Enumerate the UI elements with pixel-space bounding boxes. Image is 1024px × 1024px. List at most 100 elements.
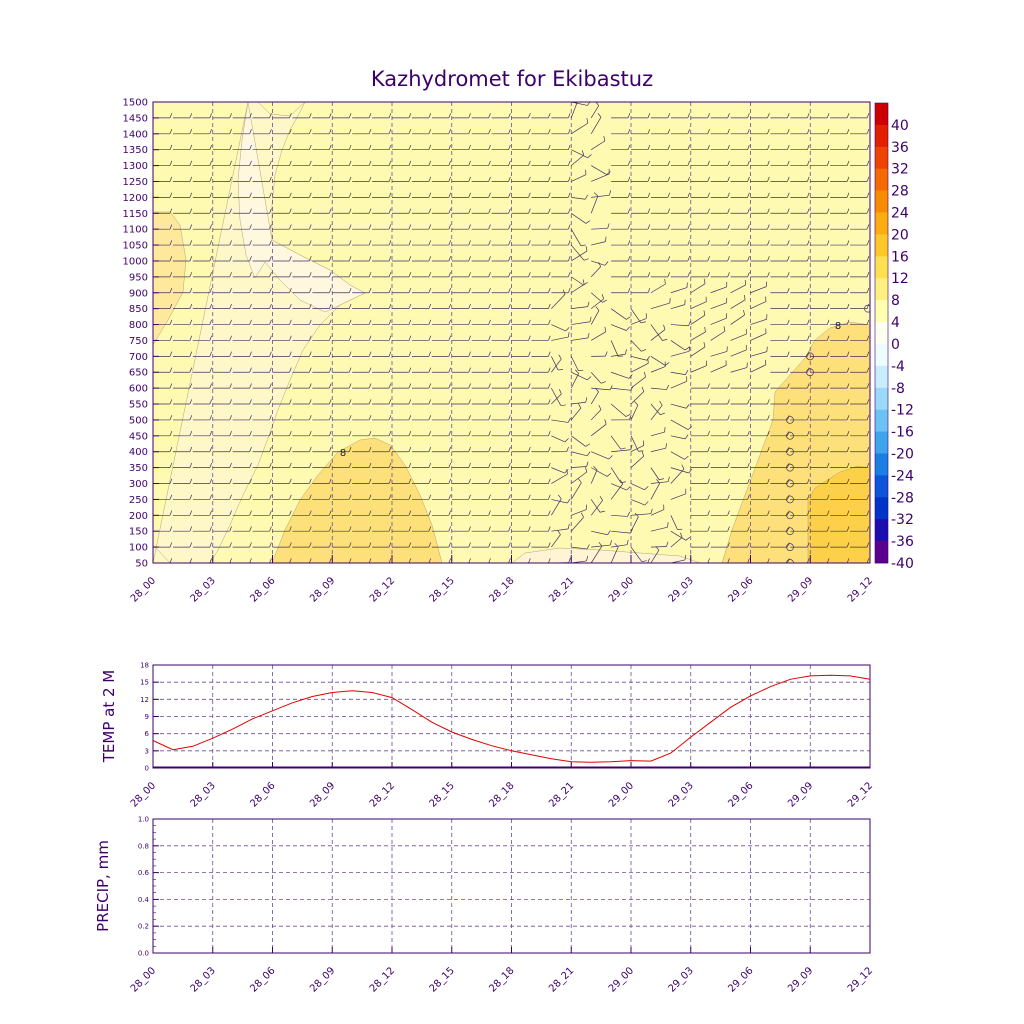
wind-barb-feather — [743, 294, 746, 300]
wind-barb-feather — [707, 256, 710, 262]
wind-barb-feather — [767, 160, 770, 166]
y-tick-label: 50 — [135, 559, 148, 570]
wind-barb-feather — [189, 319, 193, 325]
wind-barb-feather — [826, 256, 830, 262]
wind-barb-feather — [189, 272, 193, 277]
wind-barb-shaft — [670, 515, 678, 530]
wind-barb-feather — [368, 494, 372, 500]
wind-barb-feather — [627, 129, 631, 134]
wind-barb-feather — [747, 192, 750, 198]
wind-barb-feather — [707, 224, 710, 230]
wind-barb-feather — [448, 129, 451, 134]
wind-barb-feather — [787, 494, 790, 500]
wind-barb-feather — [309, 367, 312, 373]
wind-barb-feather — [593, 466, 598, 471]
wind-barb-shaft — [690, 331, 706, 341]
wind-barb-feather — [428, 208, 432, 214]
wind-barb-feather — [866, 446, 870, 452]
wind-barb-feather — [348, 351, 352, 357]
wind-barb-feather — [189, 256, 193, 262]
wind-barb-feather — [508, 287, 511, 293]
wind-barb-shaft — [571, 401, 586, 405]
wind-barb-feather — [448, 542, 451, 548]
wind-barb-feather — [548, 272, 551, 277]
wind-barb-feather — [348, 176, 352, 182]
wind-barb-feather — [468, 240, 471, 246]
wind-barb-feather — [448, 335, 451, 341]
y-tick-label: 1200 — [123, 193, 148, 204]
wind-barb-feather — [348, 431, 352, 436]
wind-barb-feather — [468, 431, 471, 436]
wind-barb-feather — [209, 399, 212, 405]
y-tick-label: 12 — [140, 696, 149, 704]
wind-barb-feather — [609, 540, 612, 546]
wind-barb-feather — [289, 192, 292, 198]
wind-barb-feather — [767, 102, 768, 103]
wind-barb-feather — [846, 351, 850, 357]
wind-barb-feather — [626, 539, 629, 545]
wind-barb-feather — [600, 381, 606, 384]
wind-barb-shaft — [571, 466, 587, 468]
wind-barb-feather — [448, 494, 451, 500]
wind-barb-feather — [169, 462, 173, 468]
wind-barb-feather — [269, 256, 272, 262]
wind-barb-feather — [229, 478, 232, 484]
wind-barb-feather — [767, 144, 770, 150]
wind-barb-shaft — [570, 356, 579, 371]
wind-barb-feather — [508, 224, 511, 230]
x-tick-label: 29_06 — [726, 965, 755, 994]
wind-barb-feather — [269, 287, 272, 293]
wind-barb-feather — [667, 160, 671, 166]
wind-barb-feather — [625, 349, 627, 355]
wind-barb-feather — [209, 102, 211, 103]
wind-barb-feather — [269, 160, 272, 166]
wind-barb-feather — [826, 367, 830, 373]
wind-barb-feather — [586, 556, 589, 562]
wind-barb-feather — [807, 144, 810, 150]
wind-barb-feather — [229, 542, 232, 548]
wind-barb-feather — [727, 272, 730, 277]
wind-barb-feather — [189, 415, 193, 421]
wind-barb-feather — [448, 303, 451, 309]
wind-barb-feather — [767, 113, 770, 119]
wind-barb-feather — [866, 176, 870, 182]
wind-barb-feather — [468, 478, 471, 484]
y-tick-label: 300 — [129, 479, 148, 490]
wind-barb-feather — [488, 542, 491, 548]
wind-barb-feather — [747, 208, 750, 214]
wind-barb-feather — [428, 431, 432, 436]
wind-barb-feather — [209, 256, 212, 262]
wind-barb-feather — [428, 224, 432, 230]
wind-barb-feather — [568, 113, 571, 119]
wind-barb-feather — [329, 224, 332, 230]
wind-barb-shaft — [591, 260, 606, 266]
wind-barb-feather — [348, 208, 352, 214]
x-tick-label: 29_09 — [786, 965, 815, 994]
wind-barb-shaft — [650, 550, 660, 563]
colorbar-label: 32 — [891, 162, 909, 178]
colorbar-swatch — [875, 497, 888, 520]
wind-barb-feather — [548, 240, 551, 246]
wind-barb-shaft — [610, 308, 627, 320]
wind-barb-feather — [448, 240, 451, 246]
wind-barb-feather — [548, 526, 551, 532]
wind-barb-feather — [508, 335, 511, 341]
wind-barb-feather — [807, 303, 810, 309]
wind-barb-feather — [468, 558, 471, 563]
wind-barb-feather — [747, 256, 750, 262]
wind-barb-feather — [667, 129, 671, 134]
wind-barb-feather — [548, 256, 551, 262]
wind-barb-feather — [209, 478, 212, 484]
wind-barb-feather — [767, 526, 770, 532]
wind-barb-feather — [189, 351, 193, 357]
y-tick-label: 900 — [129, 288, 148, 299]
wind-barb-feather — [289, 160, 292, 166]
wind-barb-feather — [329, 102, 330, 103]
colorbar-swatch — [875, 124, 888, 148]
y-tick-label: 850 — [129, 304, 148, 315]
wind-barb-feather — [468, 383, 471, 389]
wind-barb-feather — [169, 113, 173, 119]
wind-barb-feather — [309, 287, 312, 293]
wind-barb-feather — [329, 160, 332, 166]
wind-barb-feather — [647, 192, 651, 198]
